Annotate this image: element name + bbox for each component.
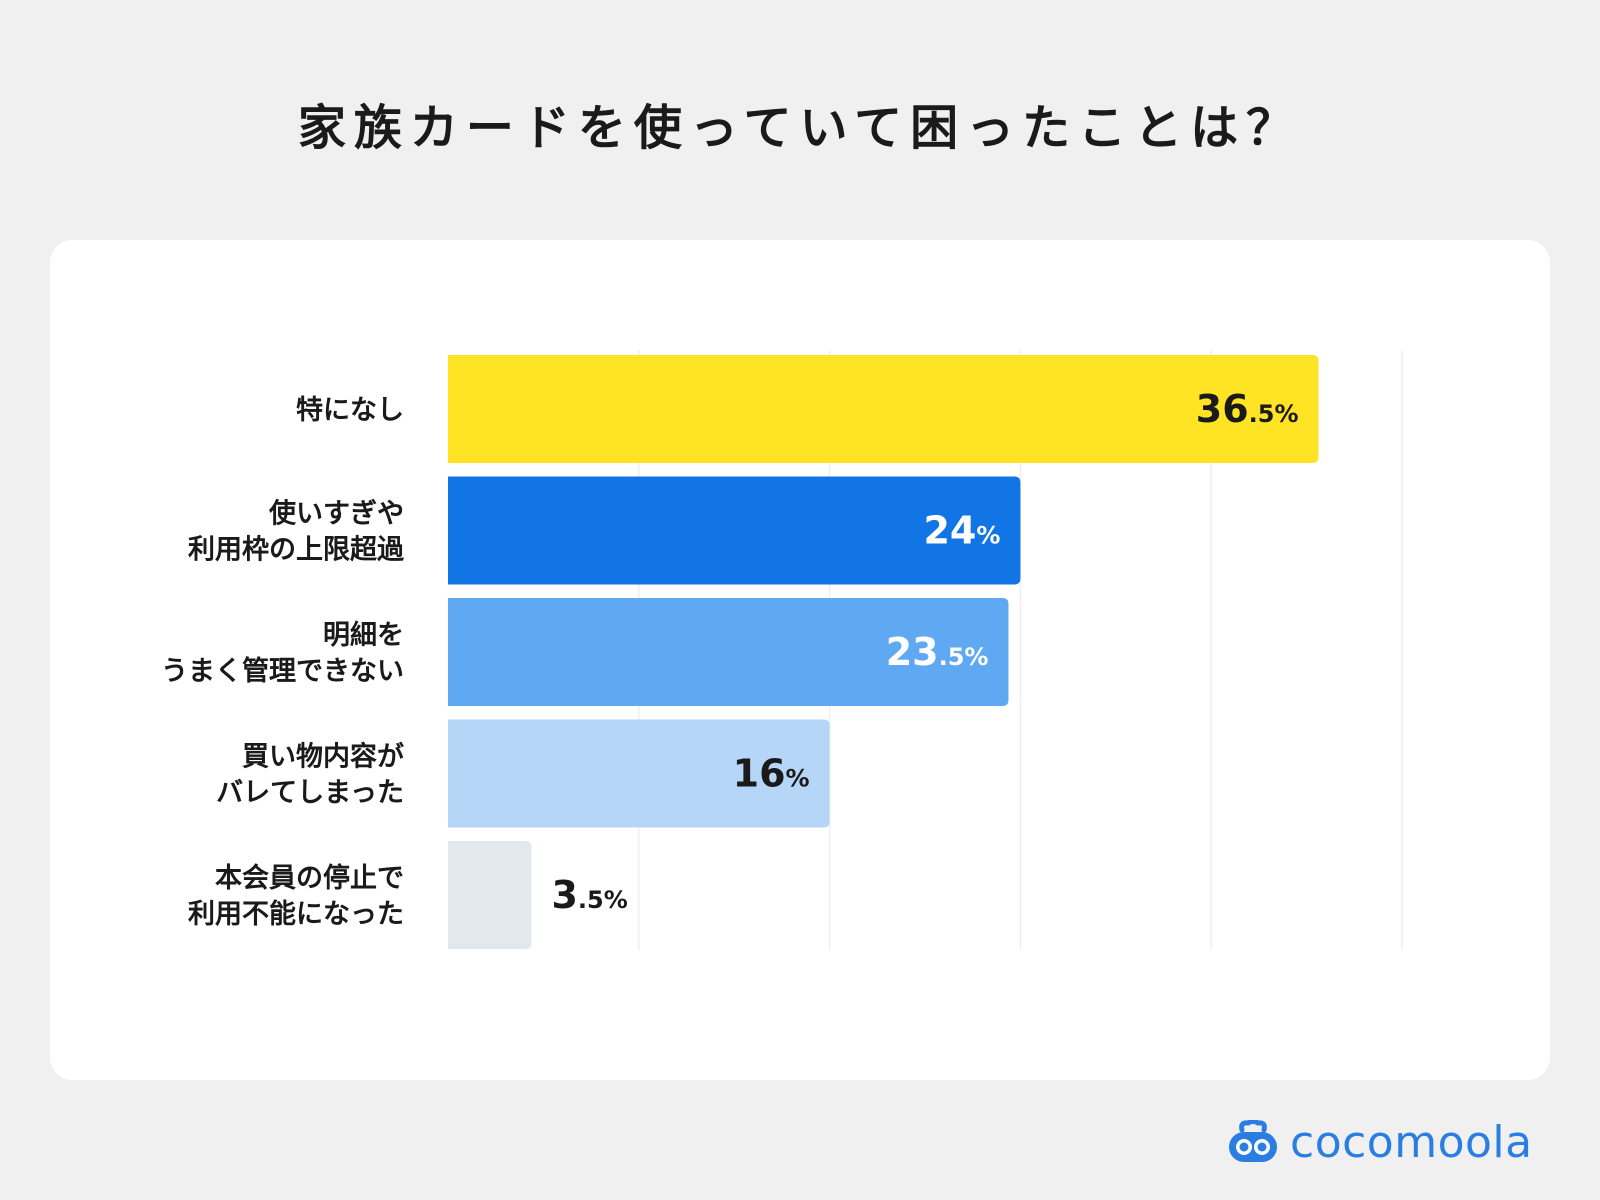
category-label-line: 使いすぎや <box>268 499 404 530</box>
category-label-4: 本会員の停止で利用不能になった <box>188 862 404 930</box>
brand-logo: cocomoola <box>1226 1116 1533 1168</box>
value-label-3: 16% <box>733 752 810 796</box>
brand-name: cocomoola <box>1290 1116 1533 1168</box>
value-label-2: 23.5% <box>886 630 989 674</box>
category-label-3: 買い物内容がバレてしまった <box>216 741 404 809</box>
category-label-1: 使いすぎや利用枠の上限超過 <box>188 499 405 566</box>
category-label-2: 明細をうまく管理できない <box>161 620 404 687</box>
value-unit: % <box>964 643 988 671</box>
bar-3 <box>448 719 830 828</box>
category-label-0: 特になし <box>296 395 404 426</box>
value-dec: .5 <box>578 886 604 914</box>
category-label-line: うまく管理できない <box>161 656 404 687</box>
chart-title: 家族カードを使っていて困ったことは？ <box>297 100 1303 156</box>
bar-1 <box>448 476 1021 585</box>
category-label-line: 買い物内容が <box>242 741 404 773</box>
cocomoola-logo-icon <box>1229 1120 1277 1162</box>
bar-0 <box>448 355 1319 463</box>
category-label-line: 利用不能になった <box>188 898 404 930</box>
category-label-line: 本会員の停止で <box>215 862 404 894</box>
value-dec: .5 <box>1249 400 1275 428</box>
value-unit: % <box>1274 400 1298 428</box>
value-int: 3 <box>551 873 577 917</box>
value-int: 24 <box>923 509 976 553</box>
value-label-4: 3.5% <box>551 873 627 917</box>
value-int: 36 <box>1196 387 1249 431</box>
value-label-1: 24% <box>923 509 1000 553</box>
value-int: 23 <box>886 630 939 674</box>
category-label-line: 特になし <box>296 395 404 426</box>
value-unit: % <box>604 886 628 914</box>
bar-2 <box>448 598 1009 706</box>
category-label-line: バレてしまった <box>216 778 404 809</box>
value-int: 16 <box>733 752 786 796</box>
value-unit: % <box>976 522 1000 550</box>
value-label-0: 36.5% <box>1196 387 1299 431</box>
value-dec: .5 <box>939 643 965 671</box>
bar-4 <box>448 841 532 949</box>
value-unit: % <box>786 765 810 793</box>
bar-chart: 特になし 36.5%使いすぎや利用枠の上限超過 24%明細をうまく管理できない 23.… <box>161 350 1403 950</box>
category-label-line: 利用枠の上限超過 <box>188 535 405 566</box>
category-label-line: 明細を <box>323 620 404 651</box>
chart-card: 特になし 36.5% 使いすぎや利用枠の上限超過 24% 明細をうまく管理できない 23.… <box>50 240 1550 1080</box>
